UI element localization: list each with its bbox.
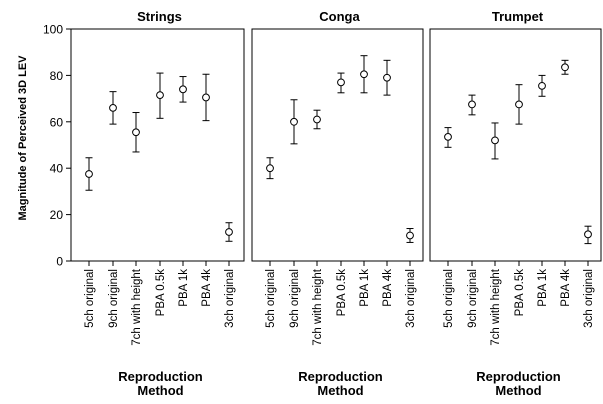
x-tick-label: 5ch original	[443, 269, 455, 328]
x-axis-title-line2: Method	[317, 383, 363, 398]
y-axis: 0 20 40 60 80 100	[43, 23, 71, 269]
x-tick-label: PBA 1k	[178, 269, 190, 307]
panel-conga: Conga 5ch original 9ch original 7ch with he…	[251, 9, 424, 398]
y-tick-label: 60	[50, 115, 64, 129]
x-tick-label: 3ch original	[224, 269, 236, 328]
mean-marker	[515, 100, 523, 109]
mean-marker	[468, 100, 476, 109]
mean-marker	[561, 63, 569, 72]
mean-marker	[109, 103, 117, 112]
mean-marker	[313, 115, 321, 124]
x-tick-label: PBA 4k	[382, 269, 394, 307]
mean-marker	[383, 73, 391, 82]
x-tick-label: PBA 0.5k	[336, 269, 348, 317]
x-axis-title-line2: Method	[495, 383, 541, 398]
x-tick-label: 7ch with height	[490, 268, 502, 346]
mean-marker	[444, 132, 452, 141]
x-tick-label: 9ch original	[467, 269, 479, 328]
x-tick-label: PBA 1k	[537, 269, 549, 307]
y-tick-label: 40	[50, 162, 64, 176]
x-tick-label: PBA 0.5k	[155, 269, 167, 317]
mean-marker	[538, 81, 546, 90]
x-tick-label: 9ch original	[289, 269, 301, 328]
panel-strings: Strings 5ch original 9ch original 7ch with …	[70, 9, 245, 398]
mean-marker	[85, 170, 93, 178]
mean-marker	[337, 78, 345, 87]
mean-marker	[202, 93, 210, 102]
y-tick-label: 100	[43, 23, 63, 37]
panel-trumpet: Trumpet 5ch original 9ch original 7ch with …	[429, 9, 602, 398]
mean-marker	[290, 117, 298, 126]
x-tick-label: 3ch original	[405, 269, 417, 328]
x-tick-label: 3ch original	[583, 269, 595, 328]
x-axis-title-line1: Reproduction	[118, 369, 203, 384]
x-tick-label: PBA 1k	[359, 269, 371, 307]
y-tick-label: 80	[50, 69, 64, 83]
x-axis-title-line1: Reproduction	[298, 369, 383, 384]
chart-panels: Strings 5ch original 9ch original 7ch with …	[70, 9, 602, 398]
panel-frame	[70, 28, 245, 262]
x-tick-label: PBA 4k	[560, 269, 572, 307]
y-axis-title: Magnitude of Perceived 3D LEV	[17, 55, 29, 221]
mean-marker	[156, 91, 164, 100]
mean-marker	[179, 85, 187, 94]
panel-frame	[429, 28, 602, 262]
y-tick-label: 20	[50, 208, 64, 222]
panel-title: Conga	[319, 9, 360, 24]
y-tick-label: 0	[56, 255, 63, 269]
x-tick-label: PBA 4k	[201, 269, 213, 307]
x-tick-label: 7ch with height	[312, 268, 324, 346]
x-tick-label: 5ch original	[84, 269, 96, 328]
mean-marker	[132, 128, 140, 137]
mean-marker	[360, 70, 368, 79]
mean-marker	[584, 230, 592, 239]
x-tick-label: PBA 0.5k	[514, 269, 526, 317]
y-axis-title-group: Magnitude of Perceived 3D LEV	[17, 55, 29, 221]
mean-marker	[491, 136, 499, 145]
panel-title: Trumpet	[492, 9, 544, 24]
panel-frame	[251, 28, 424, 262]
mean-marker	[266, 164, 274, 173]
mean-marker	[406, 231, 414, 240]
panel-title: Strings	[137, 9, 182, 24]
x-tick-label: 5ch original	[265, 269, 277, 328]
mean-marker	[225, 228, 233, 236]
x-axis-title-line1: Reproduction	[476, 369, 561, 384]
x-axis-title-line2: Method	[137, 383, 183, 398]
x-tick-label: 9ch original	[108, 269, 120, 328]
x-tick-label: 7ch with height	[131, 268, 143, 346]
